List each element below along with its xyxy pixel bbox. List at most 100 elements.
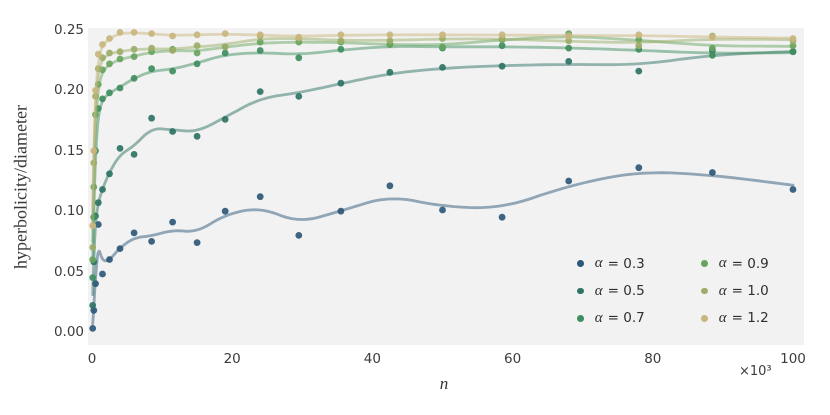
legend-item-alpha-0.5: α = 0.5 bbox=[577, 283, 701, 300]
series-alpha-0.3-point bbox=[116, 245, 124, 253]
series-alpha-0.5-point bbox=[106, 170, 113, 178]
series-alpha-0.7-point bbox=[337, 45, 345, 53]
series-alpha-0.9-point bbox=[193, 49, 201, 57]
series-alpha-0.3-point bbox=[565, 177, 573, 185]
series-alpha-1.2-point bbox=[106, 35, 113, 42]
series-alpha-1.2-point bbox=[89, 222, 97, 230]
y-tick-label: 0.15 bbox=[53, 142, 84, 159]
series-alpha-0.5-point bbox=[256, 88, 264, 95]
series-alpha-1.0-point bbox=[106, 49, 113, 57]
series-alpha-0.3-point bbox=[89, 325, 97, 332]
series-alpha-0.3-point bbox=[709, 169, 716, 176]
series-alpha-0.3-fit-line bbox=[91, 171, 795, 326]
series-alpha-0.3-point bbox=[635, 164, 643, 172]
series-alpha-1.0-point bbox=[193, 42, 201, 50]
x-tick-label: 0 bbox=[87, 351, 97, 367]
series-alpha-1.0-point bbox=[337, 37, 345, 45]
series-alpha-0.5-point bbox=[386, 68, 394, 76]
legend-alpha-symbol: α bbox=[718, 309, 727, 326]
legend-dot-alpha-0.3 bbox=[577, 260, 584, 268]
series-alpha-0.3-point bbox=[498, 213, 506, 221]
series-alpha-0.5-point bbox=[89, 302, 97, 309]
series-alpha-0.7-point bbox=[709, 52, 716, 59]
series-alpha-1.2 bbox=[89, 29, 797, 230]
legend: α = 0.3 α = 0.5 α = 0.7 α = 0.9 α = 1.0 … bbox=[577, 250, 825, 332]
series-alpha-1.2-point bbox=[565, 32, 573, 40]
series-alpha-0.9-point bbox=[116, 55, 124, 63]
series-alpha-0.5-point bbox=[635, 67, 643, 75]
series-alpha-0.7-point bbox=[295, 54, 303, 62]
x-tick-label: 40 bbox=[363, 351, 381, 367]
legend-alpha-symbol: α bbox=[718, 282, 727, 299]
plot-area bbox=[88, 28, 804, 345]
series-alpha-0.5-point bbox=[148, 114, 156, 122]
series-alpha-0.7-fit-line bbox=[91, 45, 795, 264]
series-alpha-1.0 bbox=[89, 32, 797, 251]
legend-dot-alpha-0.9 bbox=[701, 260, 708, 268]
series-alpha-1.0-point bbox=[221, 43, 229, 51]
series-alpha-0.5-point bbox=[337, 79, 345, 87]
series-alpha-0.7-point bbox=[106, 89, 113, 97]
series-alpha-0.5-point bbox=[130, 151, 138, 158]
series-alpha-1.0-point bbox=[130, 45, 138, 53]
x-axis-multiplier-label: ×10³ bbox=[739, 364, 772, 379]
series-alpha-1.2-point bbox=[130, 29, 138, 36]
series-alpha-0.3-point bbox=[99, 270, 106, 278]
series-alpha-1.2-point bbox=[635, 31, 643, 39]
legend-item-alpha-1.0: α = 1.0 bbox=[701, 283, 825, 300]
series-alpha-1.0-point bbox=[169, 47, 177, 54]
series-alpha-0.5-point bbox=[116, 145, 124, 152]
series-alpha-1.0-point bbox=[565, 37, 573, 45]
series-alpha-0.3-point bbox=[106, 256, 113, 263]
legend-value-label: = 0.9 bbox=[731, 255, 769, 272]
legend-alpha-symbol: α bbox=[594, 282, 603, 299]
series-alpha-1.2-point bbox=[256, 31, 264, 39]
series-alpha-1.0-point bbox=[148, 44, 156, 52]
series-alpha-0.3-point bbox=[789, 186, 797, 193]
series-alpha-0.7-point bbox=[789, 48, 797, 56]
series-alpha-0.3-point bbox=[169, 218, 177, 226]
series-alpha-1.2-point bbox=[116, 29, 124, 36]
series-alpha-0.5-point bbox=[221, 116, 229, 123]
legend-value-label: = 0.7 bbox=[607, 310, 645, 327]
series-alpha-0.5-point bbox=[295, 93, 303, 100]
series-alpha-0.3-point bbox=[295, 232, 303, 239]
series-alpha-1.0-point bbox=[635, 42, 643, 50]
series-alpha-0.7-point bbox=[116, 84, 124, 92]
series-alpha-0.9-point bbox=[106, 60, 113, 68]
series-alpha-0.3-point bbox=[221, 207, 229, 215]
series-alpha-0.3-point bbox=[256, 193, 264, 201]
legend-alpha-symbol: α bbox=[594, 255, 603, 272]
series-alpha-0.3-point bbox=[386, 182, 394, 190]
legend-value-label: = 1.0 bbox=[731, 283, 769, 300]
x-tick-label: 80 bbox=[644, 351, 662, 367]
series-alpha-0.3-point bbox=[439, 206, 446, 214]
series-alpha-0.7 bbox=[89, 41, 797, 281]
legend-alpha-symbol: α bbox=[594, 309, 603, 326]
series-alpha-1.2-point bbox=[789, 35, 797, 42]
series-alpha-0.3-point bbox=[148, 238, 156, 245]
series-alpha-0.9-point bbox=[709, 44, 716, 52]
series-alpha-0.5 bbox=[89, 47, 797, 309]
y-axis-label: hyperbolicity/diameter bbox=[10, 105, 31, 269]
legend-dot-alpha-1.2 bbox=[701, 315, 708, 322]
series-alpha-0.3-point bbox=[193, 239, 201, 247]
legend-alpha-symbol: α bbox=[718, 255, 727, 272]
series-alpha-1.2-point bbox=[295, 33, 303, 41]
legend-item-alpha-0.3: α = 0.3 bbox=[577, 255, 701, 272]
series-alpha-0.3-point bbox=[337, 207, 345, 215]
series-alpha-1.2-point bbox=[92, 87, 99, 94]
series-alpha-1.2-point bbox=[386, 31, 394, 39]
series-alpha-0.9-point bbox=[439, 43, 446, 51]
y-tick-label: 0.25 bbox=[53, 22, 84, 38]
series-alpha-1.0-point bbox=[89, 244, 97, 251]
series-alpha-1.2-point bbox=[99, 41, 106, 48]
series-alpha-0.9-point bbox=[789, 42, 797, 50]
series-alpha-0.7-point bbox=[565, 44, 573, 52]
x-tick-label: 100 bbox=[780, 351, 806, 367]
series-alpha-1.2-point bbox=[193, 31, 201, 39]
series-alpha-0.7-point bbox=[256, 47, 264, 54]
series-alpha-1.2-point bbox=[169, 32, 177, 40]
series-alpha-0.7-point bbox=[193, 60, 201, 68]
